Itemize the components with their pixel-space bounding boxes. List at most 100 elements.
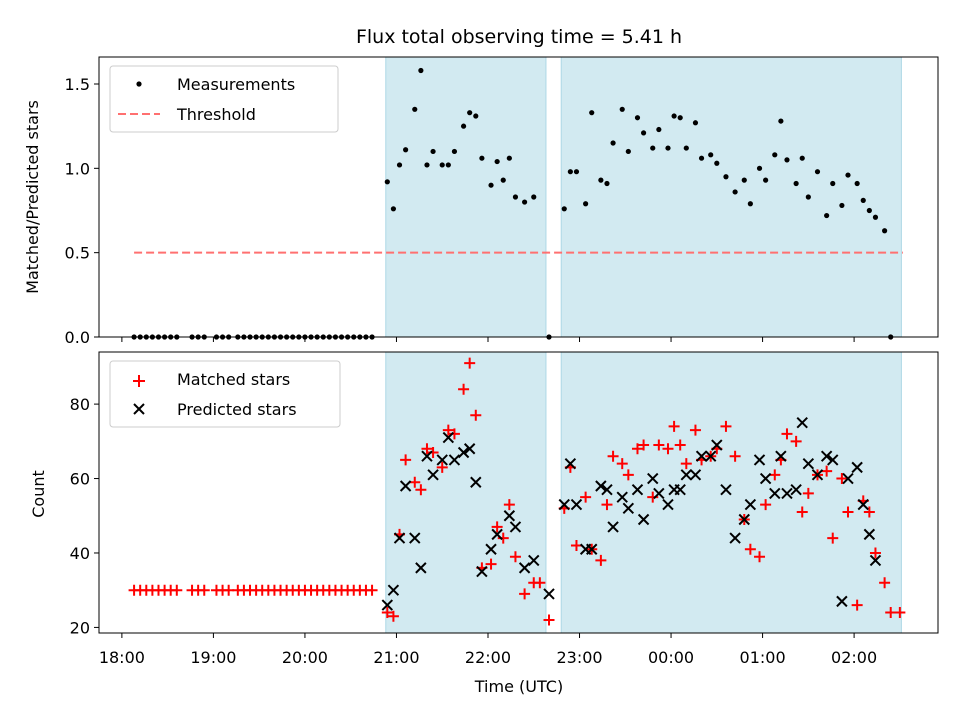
predicted-star-point bbox=[616, 491, 628, 503]
matched-star-point bbox=[754, 551, 766, 563]
predicted-star-point bbox=[653, 487, 665, 500]
predicted-star-point bbox=[820, 450, 833, 462]
measurement-point bbox=[708, 152, 714, 158]
matched-star-point bbox=[595, 554, 607, 566]
measurement-point bbox=[805, 194, 811, 200]
matched-star-point bbox=[653, 439, 665, 451]
predicted-star-point bbox=[711, 439, 723, 451]
matched-star-point bbox=[171, 584, 183, 596]
measurement-point bbox=[512, 194, 519, 200]
measurement-point bbox=[763, 177, 769, 183]
measurement-point bbox=[640, 130, 647, 136]
measurement-point bbox=[747, 201, 753, 207]
measurement-point bbox=[567, 169, 573, 175]
predicted-star-point bbox=[570, 498, 583, 511]
predicted-star-point bbox=[485, 543, 497, 555]
matched-star-point bbox=[436, 461, 448, 473]
predicted-star-point bbox=[753, 454, 766, 466]
predicted-star-point bbox=[769, 487, 781, 500]
predicted-star-point bbox=[503, 510, 516, 522]
measurement-point bbox=[451, 148, 458, 155]
measurement-point bbox=[384, 179, 390, 185]
matched-star-point bbox=[387, 610, 399, 622]
predicted-star-point bbox=[491, 528, 503, 541]
measurement-point bbox=[573, 169, 580, 175]
predicted-star-point bbox=[720, 484, 732, 496]
measurement-point bbox=[656, 126, 662, 133]
measurement-point bbox=[531, 194, 537, 200]
measurement-point bbox=[839, 202, 845, 209]
predicted-star-point bbox=[781, 487, 793, 500]
bottom-legend: Matched stars Predicted stars bbox=[109, 360, 341, 428]
predicted-star-point bbox=[387, 584, 400, 596]
measurement-point bbox=[772, 152, 778, 158]
predicted-star-point bbox=[509, 521, 522, 533]
matched-star-point bbox=[366, 584, 378, 596]
measurement-point bbox=[396, 162, 403, 168]
matched-star-point bbox=[485, 558, 497, 570]
matched-star-point bbox=[534, 577, 546, 589]
predicted-star-point bbox=[857, 498, 869, 511]
measurement-point bbox=[625, 148, 631, 155]
measurement-point bbox=[598, 177, 604, 183]
matched-star-point bbox=[796, 506, 808, 518]
matched-star-point bbox=[894, 607, 906, 619]
measurement-point bbox=[799, 155, 805, 161]
predicted-star-point bbox=[790, 484, 802, 496]
matched-star-point bbox=[769, 469, 781, 481]
measurement-point bbox=[479, 155, 485, 161]
measurement-point bbox=[445, 162, 451, 168]
measurement-point bbox=[830, 180, 836, 187]
measurement-point bbox=[403, 147, 409, 153]
x-tick-label: 00:00 bbox=[648, 648, 694, 667]
measurement-point bbox=[714, 160, 720, 166]
measurement-point bbox=[860, 197, 866, 203]
matched-star-point bbox=[802, 487, 814, 499]
measurement-point bbox=[500, 177, 506, 183]
measurement-point bbox=[390, 206, 397, 212]
predicted-star-point bbox=[558, 498, 570, 511]
bottom-panel: 20 40 60 80 18:00 19:00 20:00 21:00 22:00 23:00 00… bbox=[70, 351, 939, 667]
predicted-star-point bbox=[448, 454, 461, 466]
bottom-y-tick-label: 40 bbox=[70, 544, 90, 563]
measurement-point bbox=[671, 113, 677, 119]
top-y-tick-label: 0.0 bbox=[65, 328, 90, 347]
predicted-star-point bbox=[811, 469, 824, 481]
bottom-y-tick-label: 80 bbox=[70, 395, 90, 414]
matched-star-point bbox=[638, 439, 650, 451]
predicted-star-point bbox=[836, 595, 848, 608]
top-axes-frame bbox=[98, 56, 939, 338]
measurement-point bbox=[494, 158, 500, 165]
x-tick-label: 20:00 bbox=[282, 648, 328, 667]
top-legend: Measurements Threshold bbox=[109, 65, 339, 133]
matched-star-point bbox=[415, 484, 427, 496]
predicted-star-point bbox=[409, 532, 421, 544]
matched-star-point bbox=[836, 473, 848, 485]
matched-star-point bbox=[879, 577, 891, 589]
legend-threshold-label: Threshold bbox=[176, 105, 256, 124]
measurement-point bbox=[866, 207, 872, 214]
predicted-star-point bbox=[622, 502, 635, 515]
matched-star-point bbox=[607, 450, 619, 462]
predicted-star-point bbox=[476, 565, 488, 578]
x-tick-label: 18:00 bbox=[99, 648, 145, 667]
matched-star-point bbox=[720, 420, 732, 432]
matched-star-point bbox=[827, 532, 839, 544]
measurement-point bbox=[723, 174, 729, 180]
measurement-point bbox=[506, 155, 512, 161]
predicted-star-point bbox=[457, 446, 470, 459]
matched-star-point bbox=[668, 420, 680, 432]
top-observing-span-1 bbox=[560, 56, 902, 338]
predicted-star-point bbox=[842, 472, 854, 485]
matched-star-point bbox=[674, 439, 686, 451]
x-tick-label: 01:00 bbox=[740, 648, 786, 667]
measurement-point bbox=[473, 113, 479, 119]
measurement-point bbox=[677, 115, 683, 121]
measurement-point bbox=[872, 214, 879, 220]
legend-matched-label: Matched stars bbox=[177, 370, 290, 389]
x-tick-label: 02:00 bbox=[831, 648, 877, 667]
measurement-point bbox=[824, 212, 830, 219]
measurement-point bbox=[430, 148, 436, 155]
matched-star-point bbox=[863, 506, 875, 518]
predicted-star-point bbox=[543, 588, 555, 600]
